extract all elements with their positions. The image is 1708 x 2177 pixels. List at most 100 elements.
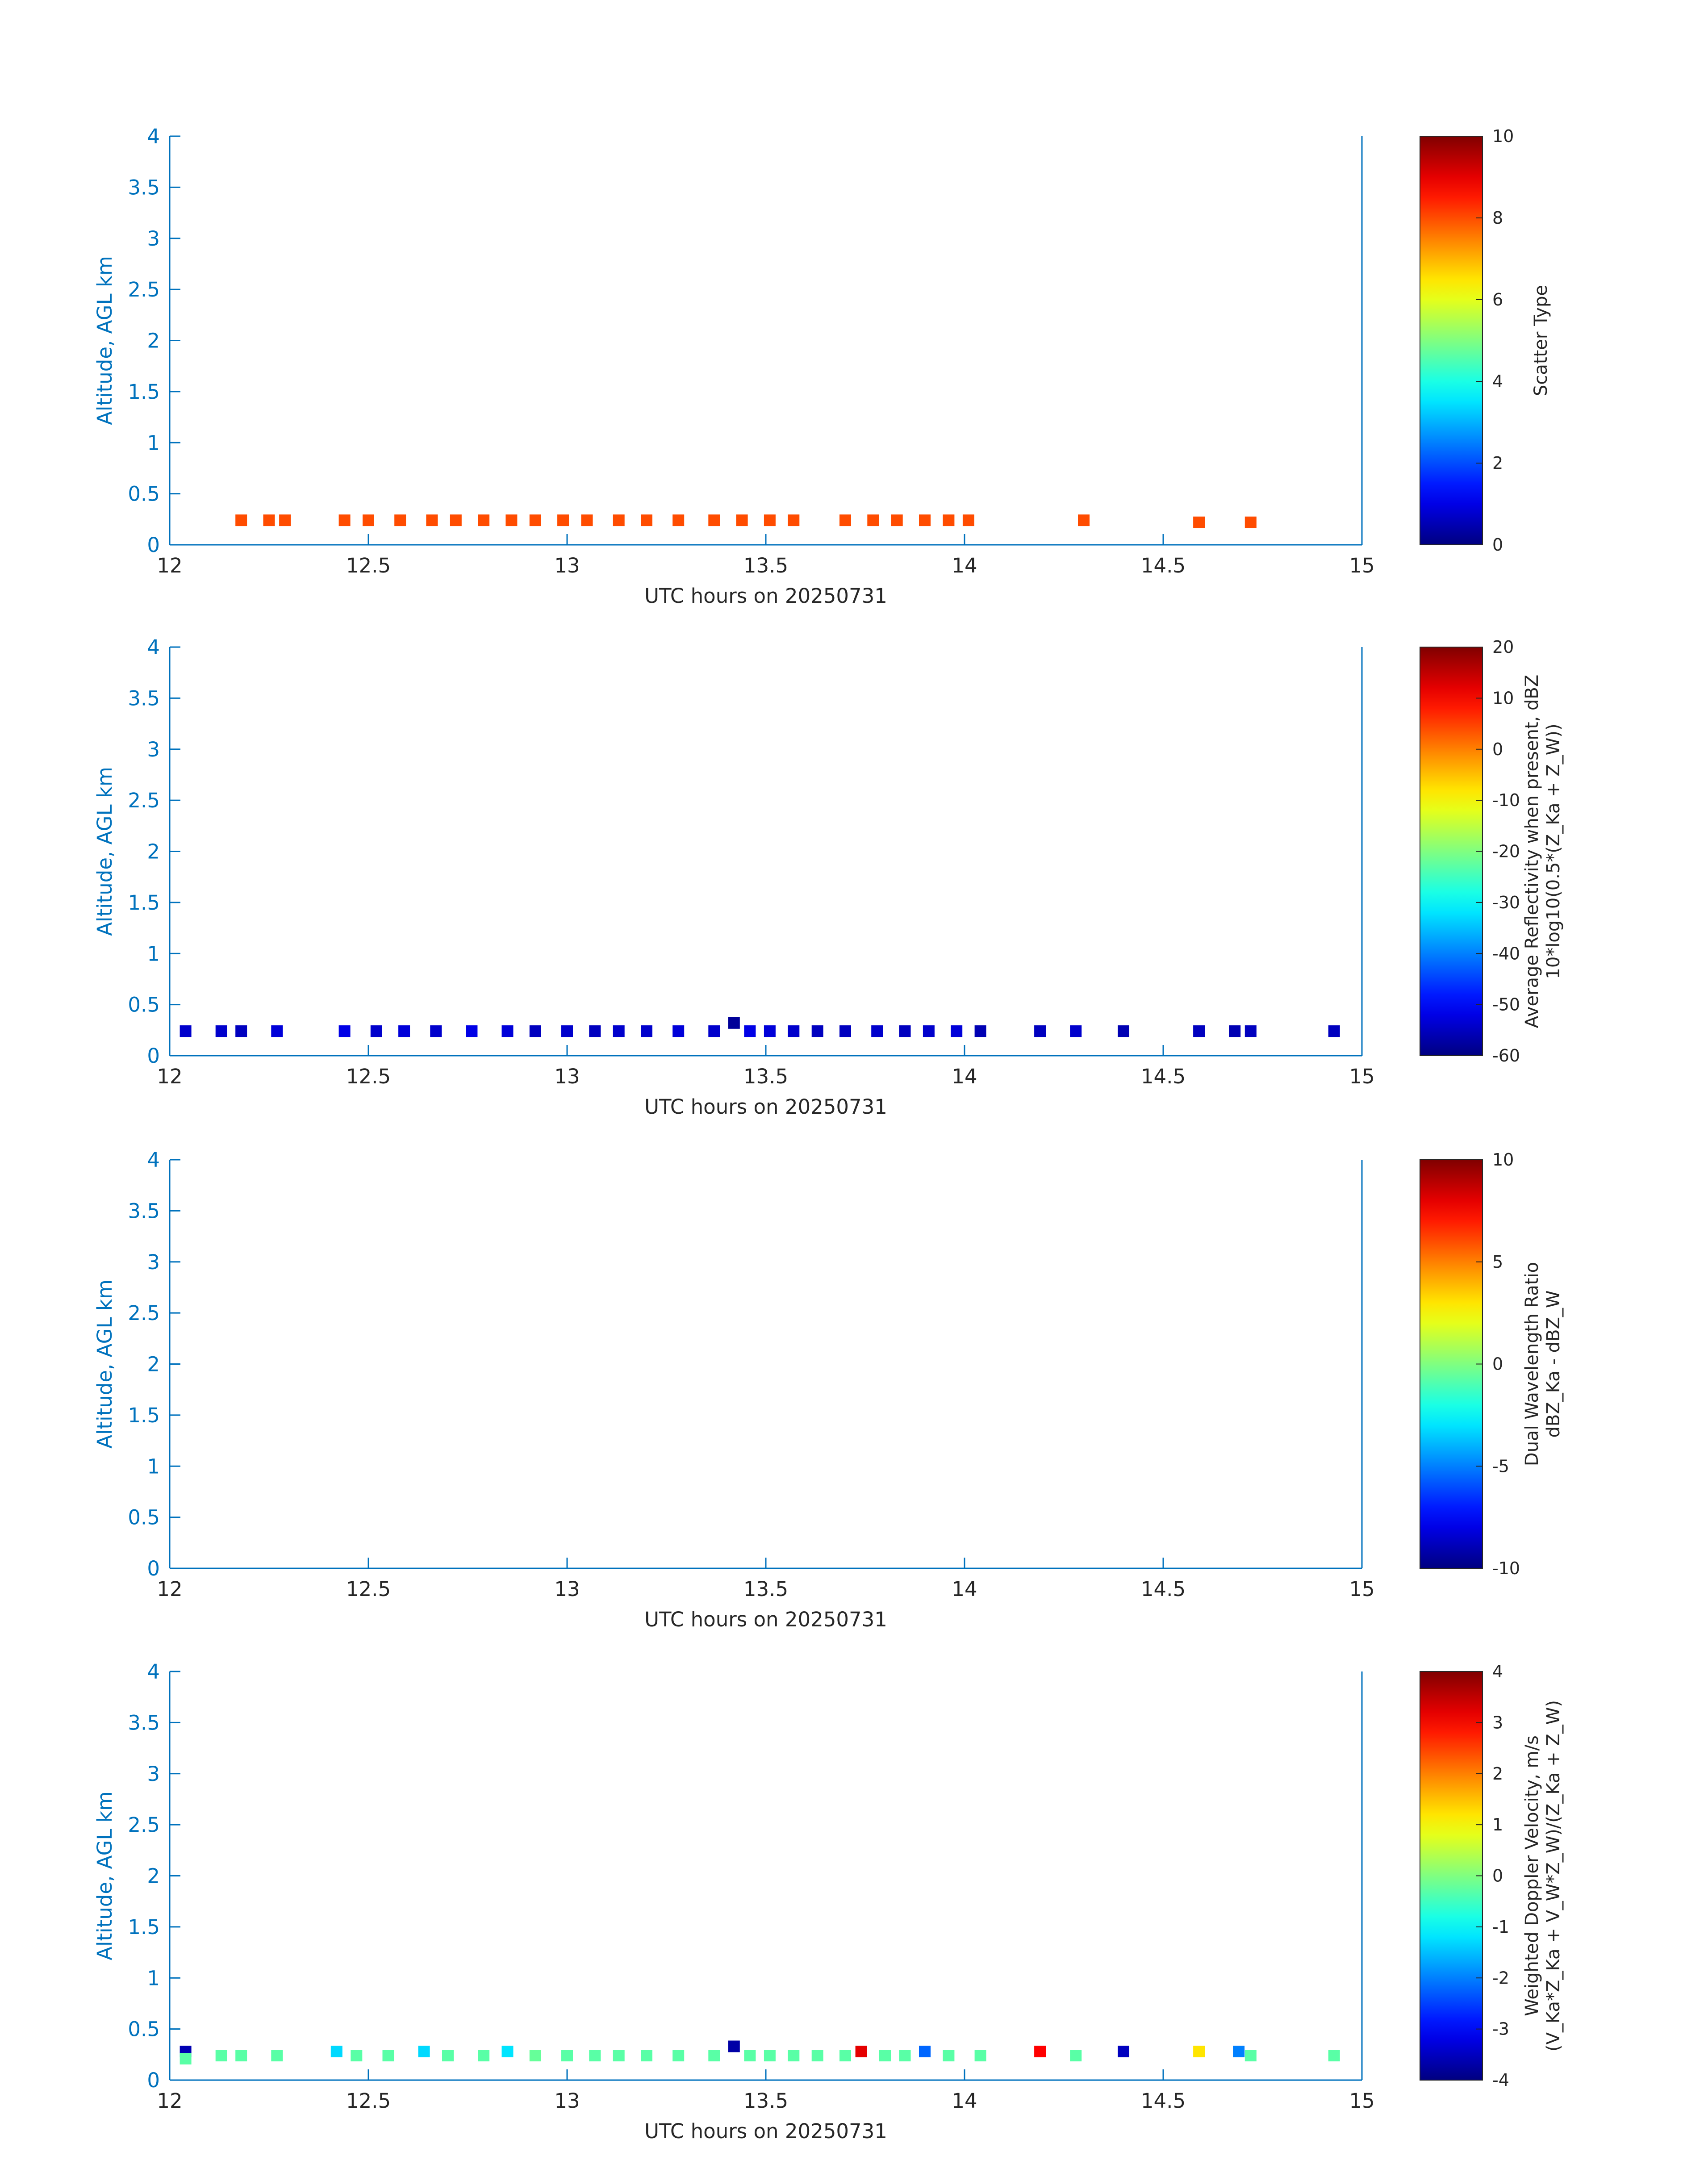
y-tick-label: 0 bbox=[147, 1044, 160, 1068]
y-tick-label: 1 bbox=[147, 1966, 160, 1990]
data-cell bbox=[728, 1017, 740, 1029]
data-cell bbox=[1078, 514, 1090, 526]
x-tick-label: 14.5 bbox=[1141, 1065, 1186, 1088]
data-cell bbox=[589, 2050, 601, 2062]
panel-1: 0 0.5 1 1.5 2 2.5 3 3.5 4 12 12.5 13 13.5 14 14.5 15 UTC… bbox=[93, 125, 1551, 608]
data-cell bbox=[501, 1025, 514, 1037]
x-tick-label: 14.5 bbox=[1141, 2089, 1186, 2113]
data-cell bbox=[919, 514, 931, 526]
data-cell bbox=[744, 1025, 756, 1037]
data-cell bbox=[1244, 2050, 1257, 2062]
data-cell bbox=[279, 514, 291, 526]
data-cell bbox=[271, 2050, 283, 2062]
y-tick-label: 2.5 bbox=[128, 1301, 160, 1325]
y-tick-label: 1.5 bbox=[128, 1915, 160, 1939]
y-tick-label: 1.5 bbox=[128, 891, 160, 915]
data-cell bbox=[501, 2045, 514, 2057]
colorbar-tick-label: -1 bbox=[1492, 1917, 1509, 1937]
colorbar-label-line: (V_Ka*Z_Ka + V_W*Z_W)/(Z_Ka + Z_W) bbox=[1543, 1700, 1564, 2052]
data-cell bbox=[1118, 1025, 1129, 1037]
x-tick-label: 13 bbox=[554, 2089, 580, 2113]
data-cell bbox=[215, 2050, 227, 2062]
colorbar-label-line: Weighted Doppler Velocity, m/s bbox=[1522, 1735, 1542, 2016]
colorbar bbox=[1420, 1159, 1483, 1569]
colorbar-label-line: Average Reflectivity when present, dBZ bbox=[1522, 675, 1542, 1028]
data-cell bbox=[788, 514, 800, 526]
data-cell bbox=[235, 2050, 247, 2062]
data-cell bbox=[728, 2040, 740, 2052]
colorbar-tick-label: 3 bbox=[1492, 1713, 1503, 1732]
y-tick-label: 0.5 bbox=[128, 482, 160, 506]
y-tick-label: 0.5 bbox=[128, 993, 160, 1017]
data-cell bbox=[811, 2050, 823, 2062]
y-tick-label: 2.5 bbox=[128, 1813, 160, 1837]
data-cell bbox=[1070, 2050, 1082, 2062]
data-cell bbox=[1244, 516, 1257, 528]
data-cell bbox=[708, 2050, 720, 2062]
y-tick-label: 3.5 bbox=[128, 1199, 160, 1223]
y-tick-label: 2 bbox=[147, 1353, 160, 1376]
y-tick-label: 1 bbox=[147, 431, 160, 455]
y-tick-label: 3.5 bbox=[128, 175, 160, 199]
colorbar-tick-label: 8 bbox=[1492, 208, 1503, 228]
x-tick-label: 12.5 bbox=[346, 2089, 391, 2113]
x-tick-label: 15 bbox=[1349, 2089, 1374, 2113]
x-axis-label: UTC hours on 20250731 bbox=[644, 2119, 887, 2143]
y-tick-label: 4 bbox=[147, 125, 160, 148]
x-tick-label: 13 bbox=[554, 1065, 580, 1088]
data-cell bbox=[1034, 1025, 1046, 1037]
data-cell bbox=[871, 1025, 883, 1037]
data-cell bbox=[561, 2050, 573, 2062]
colorbar-tick-label: -60 bbox=[1492, 1046, 1520, 1066]
colorbar-label-line: Scatter Type bbox=[1531, 285, 1551, 396]
data-cell bbox=[1193, 2045, 1205, 2057]
colorbar-tick-label: 10 bbox=[1492, 126, 1514, 146]
colorbar-tick-label: -30 bbox=[1492, 893, 1520, 912]
y-tick-label: 0.5 bbox=[128, 2018, 160, 2041]
data-cell bbox=[708, 514, 720, 526]
data-cell bbox=[1034, 2045, 1046, 2057]
y-axis-label: Altitude, AGL km bbox=[93, 767, 117, 936]
colorbar-tick-label: 5 bbox=[1492, 1252, 1503, 1272]
data-cell bbox=[899, 2050, 911, 2062]
data-cell bbox=[811, 1025, 823, 1037]
colorbar-tick-label: 4 bbox=[1492, 372, 1503, 391]
x-tick-label: 12 bbox=[157, 2089, 182, 2113]
y-tick-label: 3 bbox=[147, 738, 160, 761]
colorbar-label: Weighted Doppler Velocity, m/s(V_Ka*Z_Ka… bbox=[1522, 1700, 1564, 2052]
colorbar-tick-label: 0 bbox=[1492, 1354, 1503, 1374]
data-cell bbox=[708, 1025, 720, 1037]
x-tick-label: 12.5 bbox=[346, 1065, 391, 1088]
data-cell bbox=[466, 1025, 478, 1037]
x-tick-label: 13.5 bbox=[743, 554, 788, 577]
data-cell bbox=[561, 1025, 573, 1037]
y-tick-label: 1 bbox=[147, 942, 160, 965]
colorbar-tick-label: 2 bbox=[1492, 1764, 1503, 1784]
x-axis-label: UTC hours on 20250731 bbox=[644, 1608, 887, 1631]
data-cell bbox=[764, 514, 776, 526]
x-tick-label: 12.5 bbox=[346, 554, 391, 577]
data-cell bbox=[788, 1025, 800, 1037]
data-cell bbox=[943, 514, 955, 526]
data-cell bbox=[442, 2050, 454, 2062]
data-cell bbox=[744, 2050, 756, 2062]
x-tick-label: 14.5 bbox=[1141, 554, 1186, 577]
colorbar-tick-label: 20 bbox=[1492, 637, 1514, 657]
x-tick-label: 13 bbox=[554, 1577, 580, 1601]
y-axis-label: Altitude, AGL km bbox=[93, 1791, 117, 1960]
panel-2: 0 0.5 1 1.5 2 2.5 3 3.5 4 12 12.5 13 13.5 14 14.5 15 UTC… bbox=[93, 635, 1564, 1119]
data-cell bbox=[1328, 2050, 1340, 2062]
colorbar-label: Average Reflectivity when present, dBZ10… bbox=[1522, 675, 1564, 1028]
data-cell bbox=[962, 514, 974, 526]
colorbar-tick-label: -5 bbox=[1492, 1456, 1509, 1476]
data-cell bbox=[641, 1025, 652, 1037]
data-cell bbox=[557, 514, 569, 526]
colorbar bbox=[1420, 647, 1483, 1056]
colorbar-tick-label: -3 bbox=[1492, 2019, 1509, 2039]
x-tick-label: 12 bbox=[157, 1577, 182, 1601]
data-cell bbox=[951, 1025, 963, 1037]
x-tick-label: 13 bbox=[554, 554, 580, 577]
colorbar-tick-label: 10 bbox=[1492, 1150, 1514, 1170]
